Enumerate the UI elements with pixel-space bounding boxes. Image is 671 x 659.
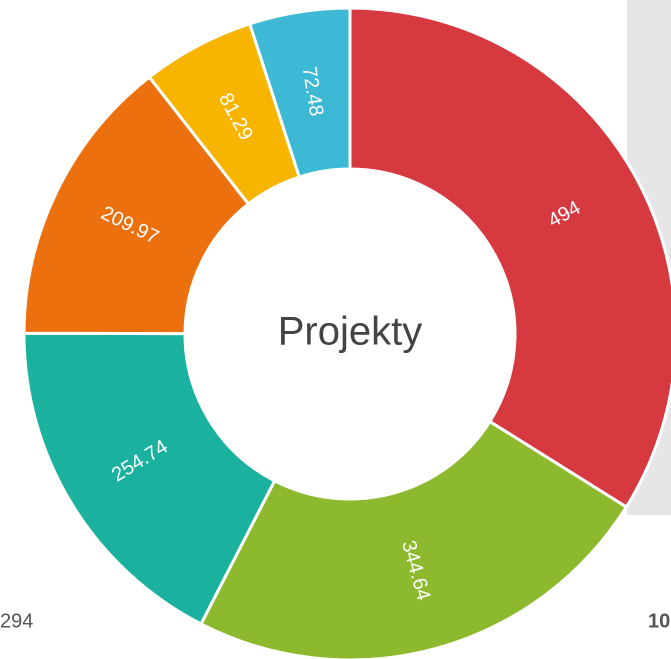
- center-label: Projekty: [278, 310, 423, 354]
- donut-slice: [22, 74, 251, 336]
- donut-slice: [22, 331, 277, 626]
- annotation: 294: [0, 610, 33, 632]
- donut-slice: [198, 419, 629, 659]
- donut-slice: [348, 6, 671, 510]
- donut-slice: [247, 6, 352, 179]
- annotation: 10: [648, 610, 670, 632]
